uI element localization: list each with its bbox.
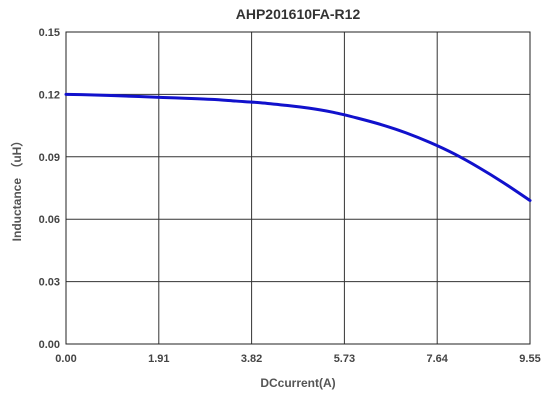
inductance-series-line (64, 92, 532, 202)
x-axis-label: DCcurrent(A) (260, 376, 335, 390)
x-tick-label: 0.00 (55, 353, 76, 365)
x-axis-ticks: 0.00 1.91 3.82 5.73 7.64 9.55 (55, 353, 540, 365)
grid (65, 31, 531, 345)
y-tick-label: 0.12 (39, 89, 60, 101)
x-tick-label: 1.91 (148, 353, 169, 365)
x-tick-label: 9.55 (519, 353, 540, 365)
x-tick-label: 5.73 (334, 353, 355, 365)
series-layer (64, 92, 532, 202)
y-tick-label: 0.03 (39, 277, 60, 289)
y-axis-ticks: 0.00 0.03 0.06 0.09 0.12 0.15 (39, 27, 60, 351)
x-tick-label: 7.64 (426, 353, 448, 365)
y-tick-label: 0.00 (39, 339, 60, 351)
y-axis-label: Inductance （uH） (9, 135, 24, 242)
y-tick-label: 0.09 (39, 152, 60, 164)
y-tick-label: 0.06 (39, 214, 60, 226)
y-tick-label: 0.15 (39, 27, 60, 39)
x-tick-label: 3.82 (241, 353, 262, 365)
chart-title: AHP201610FA-R12 (236, 6, 361, 22)
plot-area-frame (65, 31, 531, 345)
